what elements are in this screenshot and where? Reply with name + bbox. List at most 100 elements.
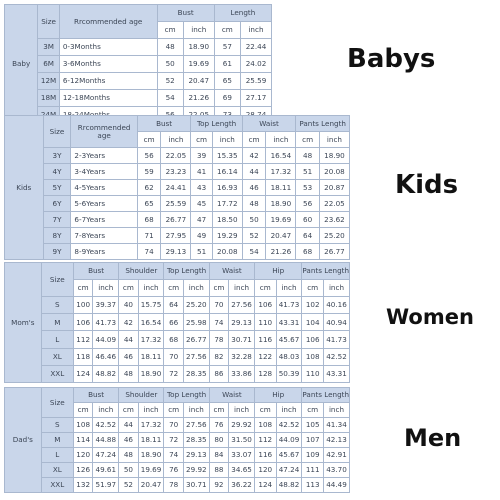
group-label: Dad's xyxy=(4,387,42,493)
table-cell: 28.35 xyxy=(182,432,210,448)
table-cell: 44 xyxy=(118,417,139,433)
table-cell: 30.71 xyxy=(228,330,255,349)
table-cell: 17.32 xyxy=(137,330,165,349)
table-cell: 28.35 xyxy=(182,364,210,383)
cm-header: cm xyxy=(118,279,139,297)
table-cell: 118 xyxy=(72,347,94,366)
table-cell: 41.73 xyxy=(92,313,120,332)
size-cell: 6M xyxy=(37,55,60,73)
table-cell: 88 xyxy=(208,462,230,478)
table-cell: 44.09 xyxy=(275,432,303,448)
table-cell: 21.26 xyxy=(182,89,215,107)
table-cell: 20.47 xyxy=(137,477,165,493)
table-cell: 51 xyxy=(295,163,320,180)
table-cell: 68 xyxy=(136,211,162,228)
table-cell: 65 xyxy=(136,195,162,212)
table-row: 12M 6-12Months 52 20.47 65 25.59 xyxy=(5,72,273,90)
table-cell: 106 xyxy=(254,295,277,315)
table-cell: 107 xyxy=(301,432,324,448)
table-cell: 25.20 xyxy=(318,227,351,244)
size-cell: S xyxy=(40,417,74,433)
table-cell: 7-8Years xyxy=(70,227,138,244)
table-cell: 43.70 xyxy=(322,462,351,478)
table-cell: 27.56 xyxy=(228,295,255,315)
table-row: XL 118 46.46 46 18.11 70 27.56 82 32.28 122 48.03 1… xyxy=(5,347,351,366)
table-cell: 61 xyxy=(213,55,241,73)
table-row: 8Y 7-8Years 71 27.95 49 19.29 52 20.47 64 25.20 xyxy=(5,227,351,244)
table-cell: 20.47 xyxy=(182,72,215,90)
table-cell: 29.13 xyxy=(228,313,255,332)
table-cell: 49 xyxy=(190,227,213,244)
waist-header: Waist xyxy=(208,387,256,403)
table-cell: 27.56 xyxy=(182,417,210,433)
size-cell: 3M xyxy=(37,38,60,56)
table-cell: 4-5Years xyxy=(70,179,138,196)
table-cell: 112 xyxy=(254,432,277,448)
table-cell: 41.73 xyxy=(275,295,303,315)
table-cell: 17.72 xyxy=(211,195,243,212)
table-cell: 41.34 xyxy=(322,417,351,433)
cm-header: cm xyxy=(241,131,267,148)
size-header: Size xyxy=(37,4,60,39)
table-cell: 29.92 xyxy=(228,417,255,433)
table-cell: 50 xyxy=(118,462,139,478)
table-cell: 42.13 xyxy=(322,432,351,448)
bust-header: Bust xyxy=(72,262,120,280)
table-cell: 25.98 xyxy=(182,313,210,332)
table-cell: 92 xyxy=(208,477,230,493)
table-cell: 74 xyxy=(136,243,162,260)
table-cell: 116 xyxy=(254,330,277,349)
inch-header: inch xyxy=(182,402,210,418)
shoulder-header: Shoulder xyxy=(118,387,165,403)
cm-header: cm xyxy=(213,21,241,39)
table-cell: 16.54 xyxy=(137,313,165,332)
table-cell: 20.08 xyxy=(318,163,351,180)
women-size-table: Mom's Size Bust Shoulder Top Length Wais… xyxy=(4,262,351,383)
table-cell: 12-18Months xyxy=(58,89,158,107)
table-cell: 56 xyxy=(136,147,162,164)
table-cell: 46 xyxy=(118,432,139,448)
cm-header: cm xyxy=(163,279,184,297)
table-cell: 24.02 xyxy=(239,55,273,73)
table-cell: 18.11 xyxy=(137,347,165,366)
table-cell: 18.90 xyxy=(318,147,351,164)
table-cell: 71 xyxy=(136,227,162,244)
inch-header: inch xyxy=(182,21,215,39)
table-cell: 19.69 xyxy=(265,211,297,228)
table-cell: 42 xyxy=(241,147,267,164)
inch-header: inch xyxy=(182,279,210,297)
table-row: 6Y 5-6Years 65 25.59 45 17.72 48 18.90 56 22.05 xyxy=(5,195,351,212)
table-cell: 48 xyxy=(241,195,267,212)
table-cell: 45 xyxy=(190,195,213,212)
table-cell: 47.24 xyxy=(92,447,120,463)
inch-header: inch xyxy=(239,21,273,39)
table-row: S 100 39.37 40 15.75 64 25.20 70 27.56 106 41.73 10… xyxy=(5,295,351,315)
table-cell: 72 xyxy=(163,432,184,448)
group-label: Kids xyxy=(4,115,44,260)
table-cell: 126 xyxy=(72,462,94,478)
table-cell: 50 xyxy=(241,211,267,228)
table-cell: 120 xyxy=(72,447,94,463)
bust-header: Bust xyxy=(156,4,215,22)
table-cell: 44 xyxy=(241,163,267,180)
cm-header: cm xyxy=(72,279,94,297)
women-size-table-wrap: Mom's Size Bust Shoulder Top Length Wais… xyxy=(4,262,351,383)
table-cell: 18.11 xyxy=(137,432,165,448)
table-row: 7Y 6-7Years 68 26.77 47 18.50 50 19.69 60 23.62 xyxy=(5,211,351,228)
inch-header: inch xyxy=(275,279,303,297)
size-cell: XXL xyxy=(40,477,74,493)
table-cell: 109 xyxy=(301,447,324,463)
table-cell: 22.44 xyxy=(239,38,273,56)
table-cell: 34.65 xyxy=(228,462,255,478)
kids-caption: Kids xyxy=(395,170,459,200)
size-cell: L xyxy=(40,330,74,349)
table-cell: 46 xyxy=(118,347,139,366)
table-cell: 53 xyxy=(295,179,320,196)
table-row: XL 126 49.61 50 19.69 76 29.92 88 34.65 120 47.24 1… xyxy=(5,462,351,478)
size-cell: 9Y xyxy=(42,243,72,260)
table-cell: 76 xyxy=(163,462,184,478)
waist-header: Waist xyxy=(208,262,256,280)
table-cell: 23.23 xyxy=(160,163,192,180)
table-row: L 120 47.24 48 18.90 74 29.13 84 33.07 116 45.67 10… xyxy=(5,447,351,463)
table-cell: 50 xyxy=(156,55,184,73)
